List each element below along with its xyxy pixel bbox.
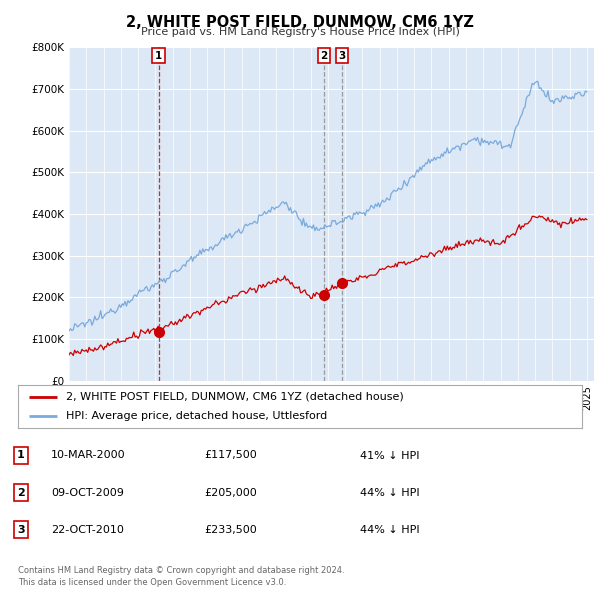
Text: Contains HM Land Registry data © Crown copyright and database right 2024.
This d: Contains HM Land Registry data © Crown c…	[18, 566, 344, 587]
Text: 09-OCT-2009: 09-OCT-2009	[51, 488, 124, 497]
Text: 3: 3	[17, 525, 25, 535]
Text: 44% ↓ HPI: 44% ↓ HPI	[360, 525, 419, 535]
Text: £233,500: £233,500	[204, 525, 257, 535]
Text: 1: 1	[17, 451, 25, 460]
Text: 22-OCT-2010: 22-OCT-2010	[51, 525, 124, 535]
Text: 41% ↓ HPI: 41% ↓ HPI	[360, 451, 419, 460]
Text: £205,000: £205,000	[204, 488, 257, 497]
Text: 2, WHITE POST FIELD, DUNMOW, CM6 1YZ (detached house): 2, WHITE POST FIELD, DUNMOW, CM6 1YZ (de…	[66, 392, 404, 402]
Text: 2, WHITE POST FIELD, DUNMOW, CM6 1YZ: 2, WHITE POST FIELD, DUNMOW, CM6 1YZ	[126, 15, 474, 30]
Text: 3: 3	[338, 51, 346, 61]
Text: 2: 2	[17, 488, 25, 497]
Text: £117,500: £117,500	[204, 451, 257, 460]
Text: 44% ↓ HPI: 44% ↓ HPI	[360, 488, 419, 497]
Text: Price paid vs. HM Land Registry's House Price Index (HPI): Price paid vs. HM Land Registry's House …	[140, 27, 460, 37]
Text: HPI: Average price, detached house, Uttlesford: HPI: Average price, detached house, Uttl…	[66, 411, 327, 421]
Text: 1: 1	[155, 51, 162, 61]
Text: 2: 2	[320, 51, 328, 61]
Text: 10-MAR-2000: 10-MAR-2000	[51, 451, 125, 460]
